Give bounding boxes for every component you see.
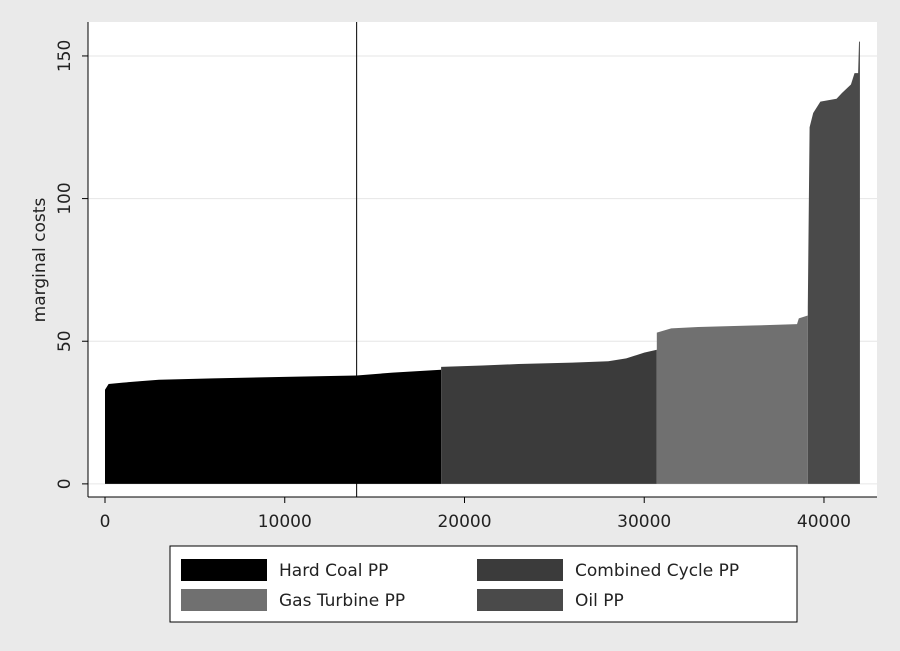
y-tick-label: 100 — [55, 182, 75, 214]
y-tick-label: 150 — [55, 40, 75, 72]
legend-swatch — [181, 589, 267, 611]
area-series — [656, 315, 808, 484]
y-tick-label: 0 — [55, 478, 75, 489]
legend-swatch — [181, 559, 267, 581]
y-axis-label: marginal costs — [30, 198, 50, 323]
x-tick-label: 20000 — [437, 512, 491, 532]
x-tick-label: 30000 — [617, 512, 671, 532]
legend-swatch — [477, 589, 563, 611]
area-series — [807, 41, 860, 484]
x-tick-label: 40000 — [797, 512, 851, 532]
x-tick-label: 10000 — [258, 512, 312, 532]
legend-label: Combined Cycle PP — [575, 561, 739, 581]
legend-label: Gas Turbine PP — [279, 591, 405, 611]
area-series — [105, 369, 442, 484]
legend-label: Hard Coal PP — [279, 561, 388, 581]
x-tick-label: 0 — [100, 512, 111, 532]
y-tick-label: 50 — [55, 330, 75, 352]
area-series — [441, 349, 657, 484]
legend-label: Oil PP — [575, 591, 624, 611]
legend-swatch — [477, 559, 563, 581]
